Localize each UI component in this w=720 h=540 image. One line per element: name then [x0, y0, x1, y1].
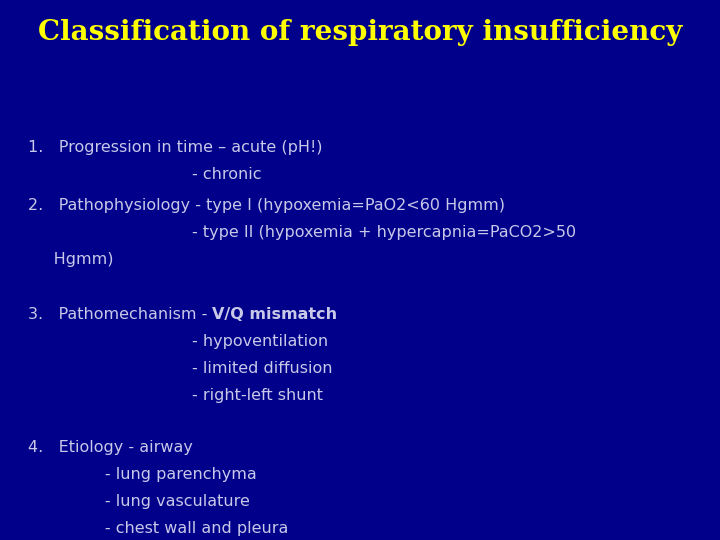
Text: 2.   Pathophysiology - type I (hypoxemia=PaO2<60 Hgmm): 2. Pathophysiology - type I (hypoxemia=P… — [28, 198, 505, 213]
Text: 4.   Etiology - airway: 4. Etiology - airway — [28, 440, 193, 455]
Text: - chronic: - chronic — [28, 167, 261, 181]
Text: 1.   Progression in time – acute (pH!): 1. Progression in time – acute (pH!) — [28, 140, 323, 154]
Text: - hypoventilation: - hypoventilation — [28, 334, 328, 349]
Text: - limited diffusion: - limited diffusion — [28, 361, 333, 376]
Text: Hgmm): Hgmm) — [28, 252, 114, 267]
Text: - lung vasculature: - lung vasculature — [28, 494, 250, 509]
Text: 3.   Pathomechanism -: 3. Pathomechanism - — [28, 307, 212, 322]
Text: - lung parenchyma: - lung parenchyma — [28, 467, 257, 482]
Text: - right-left shunt: - right-left shunt — [28, 388, 323, 403]
Text: - chest wall and pleura: - chest wall and pleura — [28, 521, 289, 536]
Text: Classification of respiratory insufficiency: Classification of respiratory insufficie… — [38, 19, 682, 46]
Text: - type II (hypoxemia + hypercapnia=PaCO2>50: - type II (hypoxemia + hypercapnia=PaCO2… — [28, 225, 576, 240]
Text: V/Q mismatch: V/Q mismatch — [212, 307, 338, 322]
